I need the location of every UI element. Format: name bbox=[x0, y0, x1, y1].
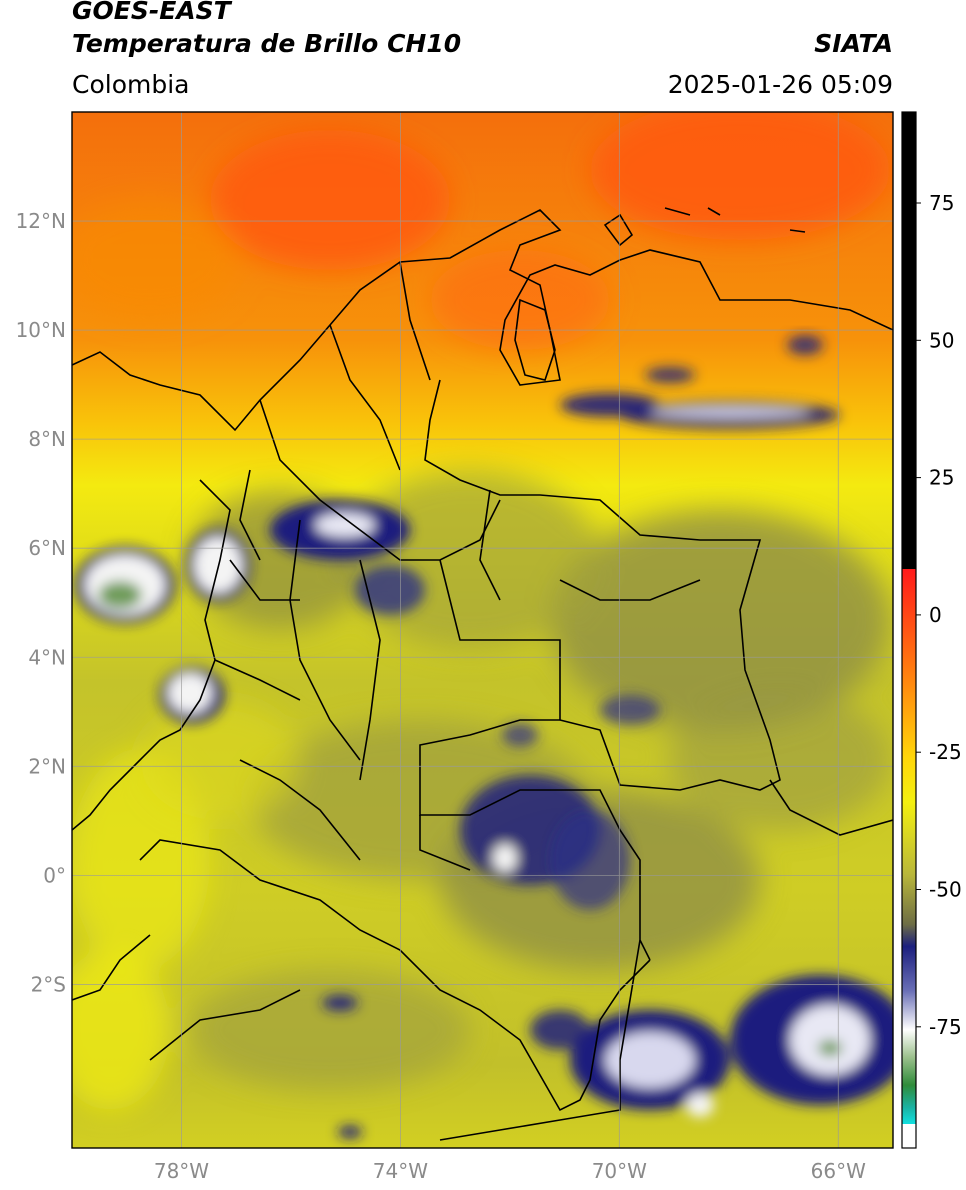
country-borders bbox=[72, 207, 893, 1141]
datetime-label: 2025-01-26 05:09 bbox=[667, 70, 893, 99]
lat-tick-label: 2°S bbox=[31, 972, 66, 996]
lat-tick-label: 6°N bbox=[28, 536, 66, 560]
map-frame bbox=[71, 111, 894, 1149]
colorbar-frame bbox=[901, 111, 917, 1149]
lat-tick-label: 8°N bbox=[28, 427, 66, 451]
region-label: Colombia bbox=[72, 70, 190, 99]
colorbar-gradient bbox=[902, 569, 916, 1124]
latitude-labels: 12°N 10°N 8°N 6°N 4°N 2°N 0° 2°S bbox=[16, 209, 66, 996]
lat-tick-label: 12°N bbox=[16, 209, 66, 233]
longitude-labels: 78°W 74°W 70°W 66°W bbox=[154, 1159, 866, 1183]
colorbar-tick-label: -50 bbox=[929, 878, 962, 902]
lat-tick-label: 0° bbox=[43, 863, 66, 887]
product-title: Temperatura de Brillo CH10 bbox=[72, 29, 462, 58]
colorbar-tick-label: 0 bbox=[929, 603, 942, 627]
colorbar-labels: 75 50 25 0 -25 -50 -75 bbox=[916, 191, 962, 1039]
colorbar-tick-label: 75 bbox=[929, 191, 954, 215]
colorbar: 75 50 25 0 -25 -50 -75 bbox=[901, 111, 962, 1149]
colorbar-tick-label: -25 bbox=[929, 740, 962, 764]
lat-tick-label: 10°N bbox=[16, 318, 66, 342]
lat-tick-label: 2°N bbox=[28, 754, 66, 778]
lon-tick-label: 74°W bbox=[373, 1159, 428, 1183]
colorbar-tick-label: 50 bbox=[929, 328, 954, 352]
lon-tick-label: 78°W bbox=[154, 1159, 209, 1183]
colorbar-white-segment bbox=[902, 1124, 916, 1148]
colorbar-black-segment bbox=[902, 112, 916, 569]
lon-tick-label: 70°W bbox=[592, 1159, 647, 1183]
colorbar-tick-label: 25 bbox=[929, 466, 954, 490]
lon-tick-label: 66°W bbox=[811, 1159, 866, 1183]
organization-label: SIATA bbox=[814, 29, 893, 58]
gridlines bbox=[72, 112, 893, 1148]
colorbar-tick-label: -75 bbox=[929, 1015, 962, 1039]
imagery-layer bbox=[72, 112, 893, 1148]
lat-tick-label: 4°N bbox=[28, 645, 66, 669]
satellite-title: GOES-EAST bbox=[72, 0, 231, 25]
